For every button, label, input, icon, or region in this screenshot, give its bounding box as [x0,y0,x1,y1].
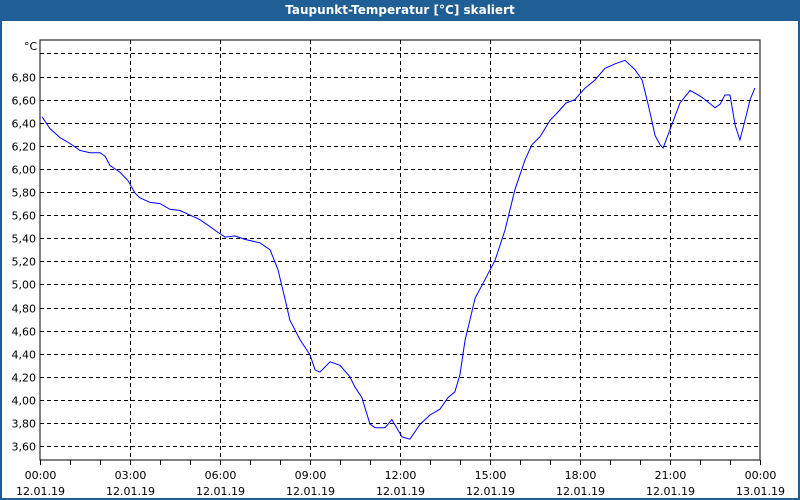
y-tick-label: 6,00 [12,164,37,177]
y-tick-label: 4,80 [12,303,37,316]
y-tick-label: 6,80 [12,72,37,85]
x-tick-time: 06:00 [205,469,237,482]
x-tick-date: 12.01.19 [286,485,335,498]
y-tick-label: 5,20 [12,256,37,269]
y-tick-label: 4,00 [12,395,37,408]
y-tick-label: 5,80 [12,187,37,200]
x-tick-date: 12.01.19 [376,485,425,498]
plot-frame [39,39,761,461]
x-tick-time: 18:00 [565,469,597,482]
series-line [41,59,756,440]
y-tick-label: 4,40 [12,349,37,362]
y-tick-label: 5,60 [12,210,37,223]
y-tick-label: 5,40 [12,233,37,246]
x-tick-date: 12.01.19 [196,485,245,498]
x-tick-date: 12.01.19 [646,485,695,498]
x-tick-date: 12.01.19 [106,485,155,498]
x-tick-time: 21:00 [655,469,687,482]
x-tick-time: 03:00 [115,469,147,482]
y-tick-label: 6,20 [12,141,37,154]
x-tick-time: 12:00 [385,469,417,482]
y-tick-label: 4,60 [12,326,37,339]
y-tick-label: 4,20 [12,372,37,385]
x-tick-date: 13.01.19 [736,485,785,498]
y-tick-label: 3,60 [12,441,37,454]
window-title: Taupunkt-Temperatur [°C] skaliert [0,0,800,21]
x-tick-date: 12.01.19 [556,485,605,498]
x-tick-time: 00:00 [25,469,57,482]
y-tick-label: 6,40 [12,118,37,131]
x-tick-time: 15:00 [475,469,507,482]
x-tick-time: 00:00 [745,469,777,482]
y-tick-label: 5,00 [12,279,37,292]
y-axis-unit: °C [24,40,38,53]
y-tick-label: 6,60 [12,95,37,108]
x-tick-date: 12.01.19 [466,485,515,498]
y-tick-label: 3,80 [12,418,37,431]
x-tick-date: 12.01.19 [16,485,65,498]
x-tick-time: 09:00 [295,469,327,482]
